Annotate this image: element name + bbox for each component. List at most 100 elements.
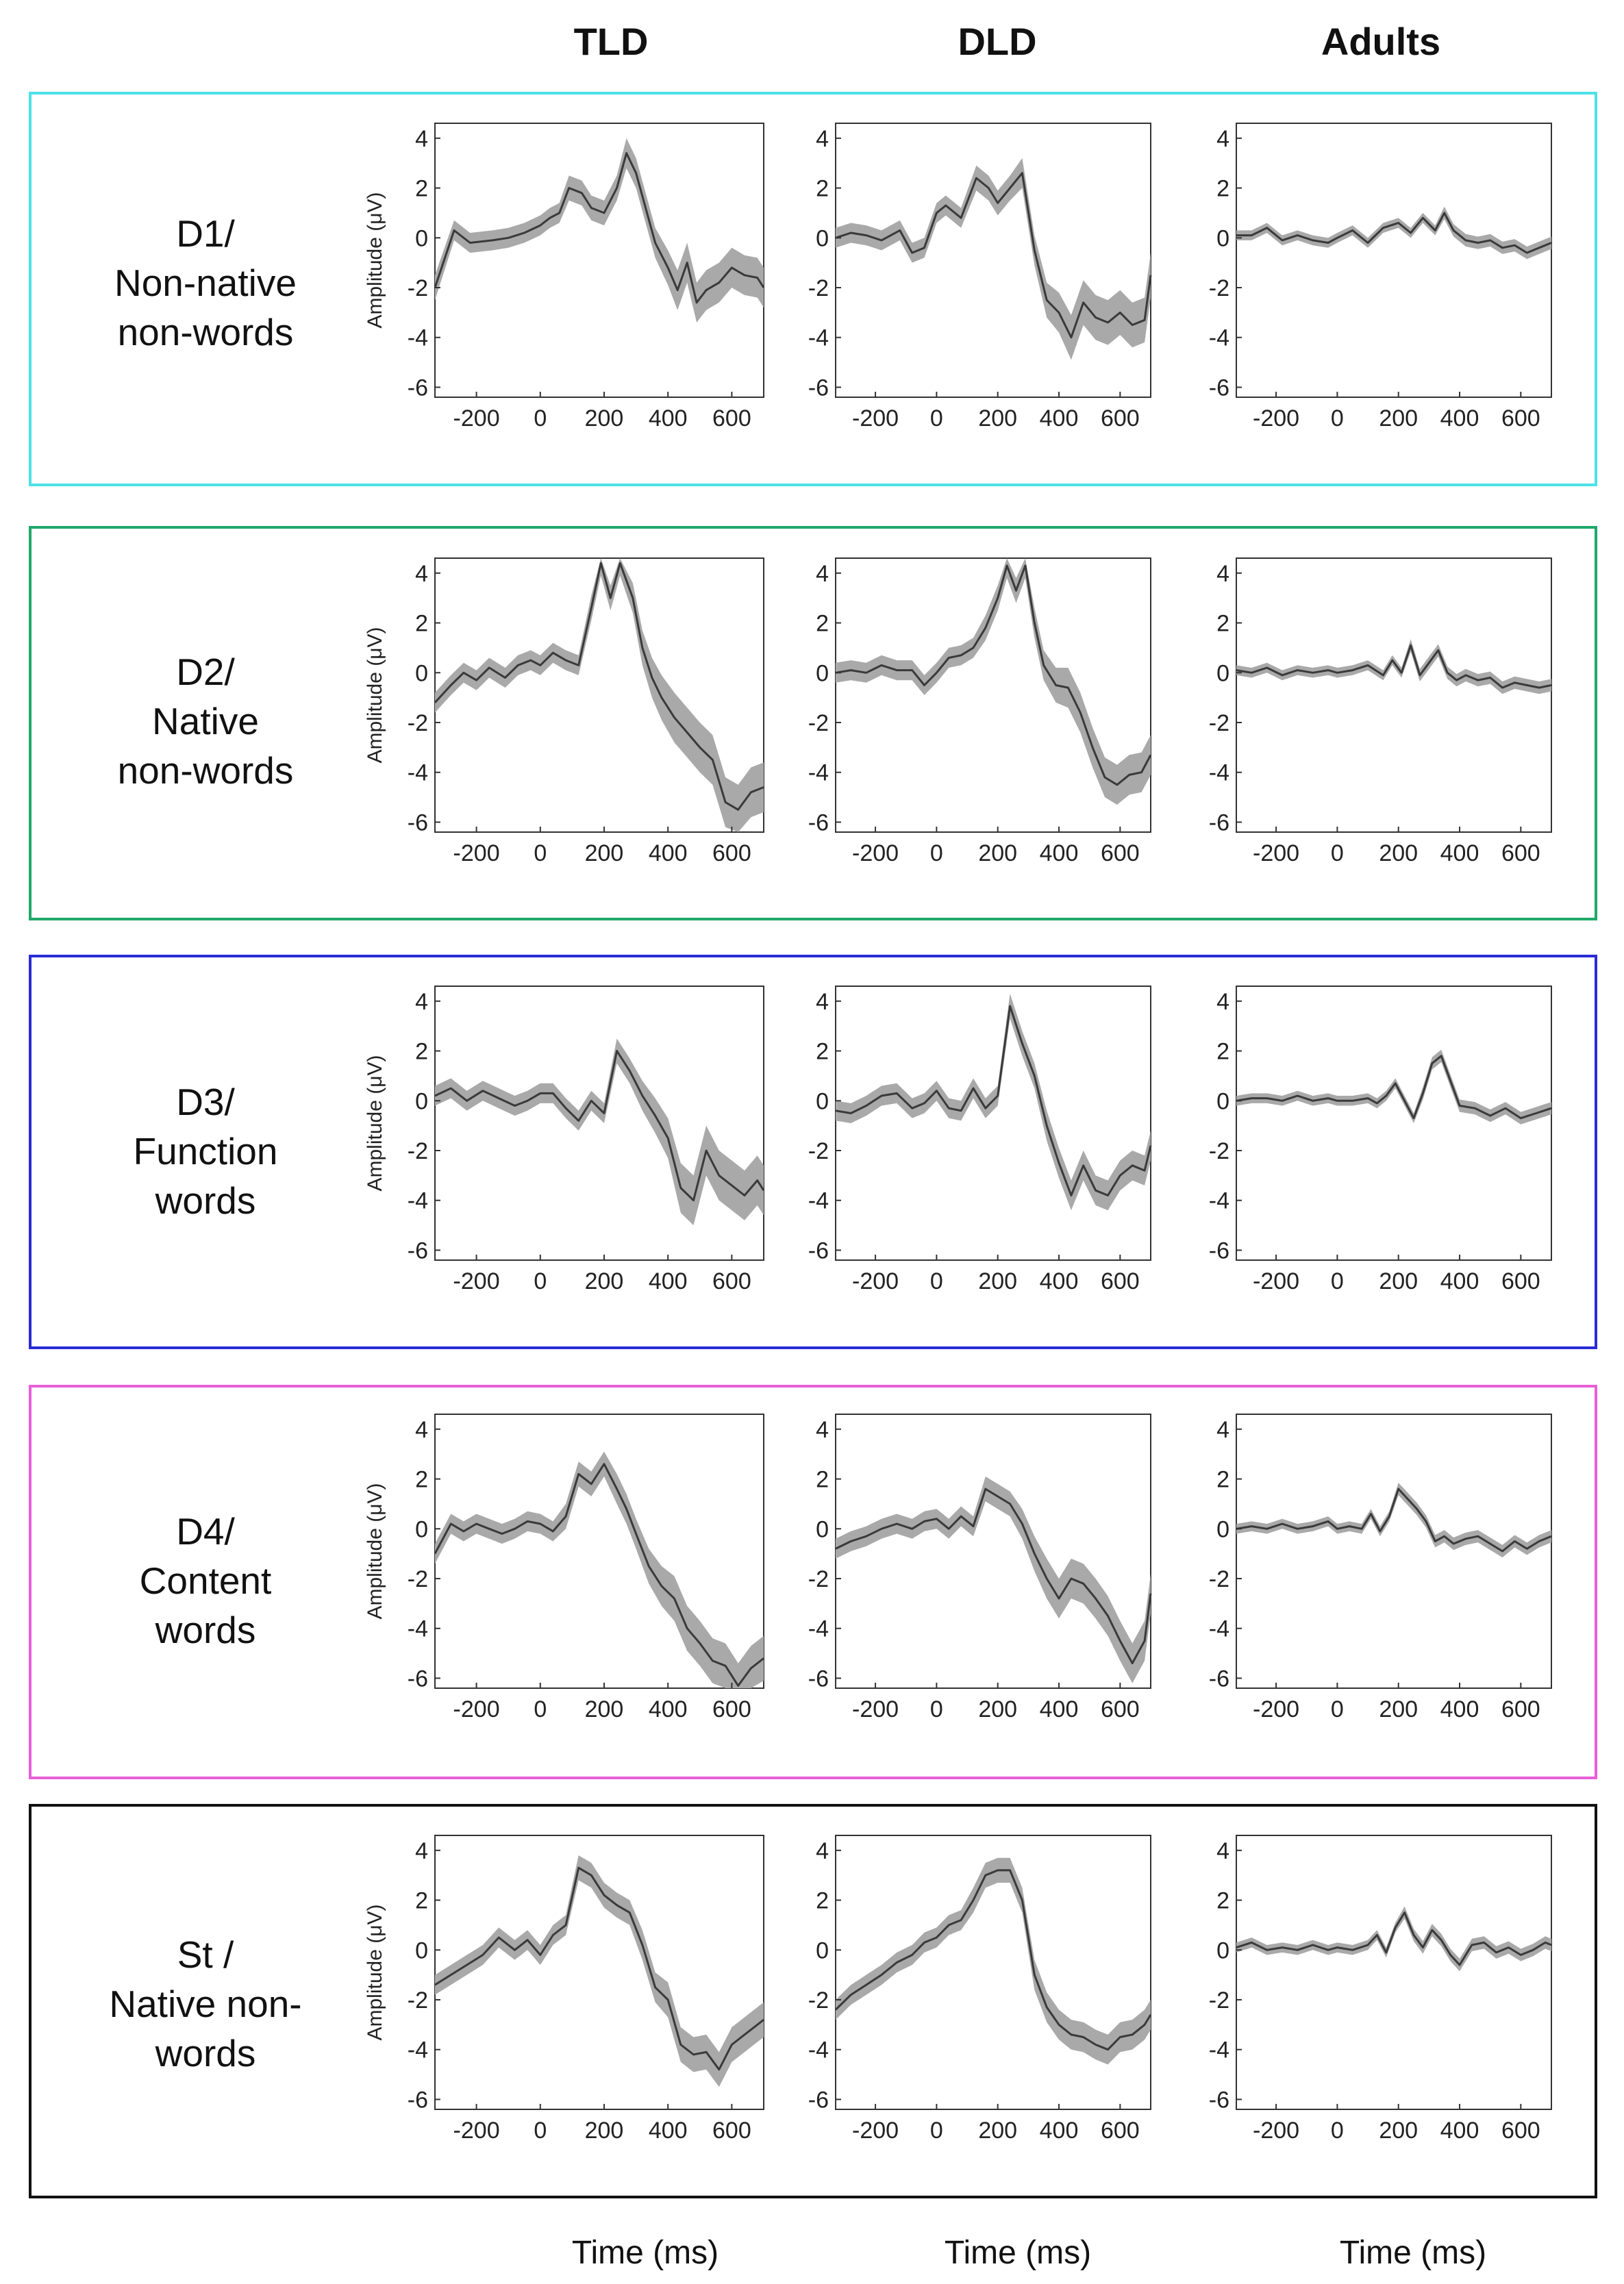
x-tick-label: 400 (1040, 2118, 1079, 2144)
y-tick-label: 2 (816, 1888, 829, 1914)
x-tick-label: 200 (978, 2118, 1017, 2144)
y-tick-label: 4 (816, 1838, 829, 1864)
y-tick-label: -4 (1209, 325, 1229, 351)
y-tick-label: 4 (1216, 1417, 1229, 1443)
plot-d1-tld: 4 2 0 -2 -4 -6 -200 0 200 400 600 Amplitude (μV) (364, 123, 765, 431)
y-tick-label: -4 (408, 325, 428, 351)
y-axis-label: Amplitude (μV) (364, 627, 386, 763)
y-tick-label: -4 (408, 1188, 428, 1214)
y-tick-label: -2 (808, 710, 829, 736)
row-label-d3: D3/Function words (133, 1081, 278, 1222)
row-label-d1: D1/Non-native non-words (114, 212, 297, 353)
y-tick-label: 4 (1216, 126, 1229, 152)
x-tick-label: 0 (930, 1696, 943, 1722)
series-line (835, 564, 1152, 786)
x-tick-label: 0 (930, 405, 943, 431)
x-tick-label: 0 (1331, 2118, 1344, 2144)
error-band (1236, 1483, 1551, 1558)
x-tick-label: 400 (1040, 1268, 1079, 1294)
x-tick-label: 400 (649, 1696, 688, 1722)
plot-frame (835, 123, 1151, 398)
x-tick-label: 200 (978, 840, 1017, 866)
x-tick-label: 400 (649, 840, 688, 866)
plot-d2-adults: 4 2 0 -2 -4 -6 -200 0 200 400 600 (1209, 557, 1552, 866)
x-tick-label: 600 (1101, 1268, 1140, 1294)
plot-frame (434, 123, 764, 398)
y-tick-label: -6 (808, 1666, 829, 1692)
y-tick-label: -2 (1209, 710, 1229, 736)
x-tick-label: 0 (1331, 840, 1344, 866)
row-box-d3 (29, 955, 1597, 1349)
y-tick-label: 2 (415, 1039, 428, 1065)
x-tick-label: 200 (978, 1696, 1017, 1722)
plot-d4-tld: 4 2 0 -2 -4 -6 -200 0 200 400 600 Amplitude (μV) (364, 1414, 764, 1722)
y-tick-label: -6 (1209, 375, 1229, 401)
y-axis-label: Amplitude (μV) (364, 192, 386, 328)
x-tick-label: 0 (1331, 405, 1344, 431)
series-line (1236, 1911, 1552, 1966)
series-line (1236, 1488, 1552, 1553)
series-line (434, 1463, 764, 1687)
x-tick-label: 0 (534, 1696, 547, 1722)
y-tick-label: -6 (408, 375, 428, 401)
y-tick-label: 0 (816, 1937, 829, 1963)
x-tick-label: 600 (1501, 1268, 1540, 1294)
series-line (434, 562, 764, 811)
x-tick-label: 600 (712, 1268, 751, 1294)
y-tick-label: 0 (415, 1088, 428, 1114)
y-tick-label: 2 (816, 1039, 829, 1065)
x-tick-label: 600 (1501, 840, 1540, 866)
y-tick-label: 0 (1216, 225, 1229, 251)
y-tick-label: -6 (1209, 810, 1229, 836)
x-tick-label: -200 (453, 405, 500, 431)
x-tick-label: 400 (1040, 840, 1079, 866)
series-line (434, 1866, 764, 2071)
plot-frame (1236, 1835, 1552, 2110)
y-tick-label: -6 (808, 375, 829, 401)
y-tick-label: -4 (408, 760, 428, 786)
y-tick-label: 2 (1216, 1467, 1229, 1493)
plot-d3-dld: 4 2 0 -2 -4 -6 -200 0 200 400 600 (808, 986, 1152, 1294)
x-tick-label: 400 (1440, 1268, 1479, 1294)
x-tick-label: -200 (453, 2118, 500, 2144)
column-header-tld: TLD (573, 20, 649, 63)
x-tick-label: -200 (852, 1268, 899, 1294)
y-tick-label: -4 (1209, 2037, 1229, 2063)
x-tick-label: -200 (1253, 1696, 1299, 1722)
x-tick-label: 200 (1379, 1696, 1418, 1722)
x-tick-label: 600 (1101, 1696, 1140, 1722)
y-tick-label: -2 (408, 1566, 428, 1592)
y-tick-label: -6 (808, 2087, 829, 2113)
x-tick-label: 200 (585, 1268, 624, 1294)
y-tick-label: -6 (808, 1238, 829, 1264)
y-tick-label: 4 (415, 1417, 428, 1443)
y-tick-label: 4 (1216, 989, 1229, 1015)
x-tick-label: 400 (1440, 405, 1479, 431)
error-band (1236, 639, 1551, 694)
y-tick-label: 0 (415, 1516, 428, 1542)
x-tick-label: 400 (649, 2118, 688, 2144)
x-tick-label: 400 (1040, 1696, 1079, 1722)
y-tick-label: 2 (415, 176, 428, 202)
x-tick-label: 400 (1040, 405, 1079, 431)
plot-d3-adults: 4 2 0 -2 -4 -6 -200 0 200 400 600 (1209, 986, 1552, 1294)
y-tick-label: -2 (408, 1987, 428, 2013)
plot-frame (835, 1414, 1151, 1689)
x-tick-label: 600 (712, 840, 751, 866)
x-tick-label: 0 (930, 1268, 943, 1294)
x-tick-label: 600 (1501, 1696, 1540, 1722)
plot-frame (1236, 986, 1552, 1261)
x-tick-label: -200 (852, 1696, 899, 1722)
x-tick-label: 400 (649, 405, 688, 431)
series-line (835, 1488, 1152, 1665)
y-tick-label: -4 (1209, 1188, 1229, 1214)
column-header-dld: DLD (958, 20, 1037, 63)
x-tick-label: 400 (1440, 2118, 1479, 2144)
y-tick-label: 0 (1216, 660, 1229, 686)
x-tick-label: 400 (1440, 1696, 1479, 1722)
row-box-d2 (29, 526, 1597, 920)
y-tick-label: -6 (408, 1238, 428, 1264)
series-line (1236, 1055, 1552, 1120)
x-tick-label: 600 (1101, 840, 1140, 866)
y-tick-label: 2 (1216, 176, 1229, 202)
